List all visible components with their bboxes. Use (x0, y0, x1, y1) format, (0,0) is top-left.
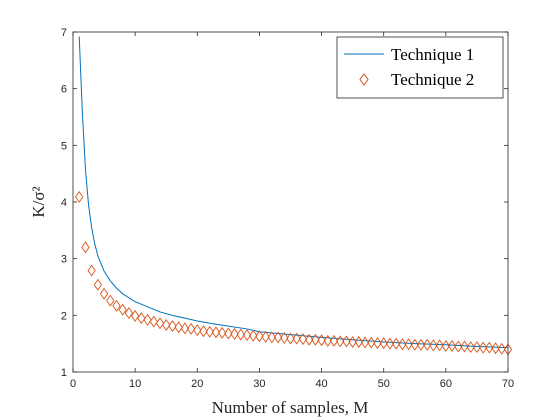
data-point-technique-2 (304, 333, 314, 346)
data-point-technique-2 (354, 335, 364, 348)
data-point-technique-2 (367, 336, 376, 349)
data-point-technique-2 (255, 330, 264, 343)
data-point-technique-2 (404, 338, 413, 351)
data-point-technique-2 (497, 342, 506, 355)
data-point-technique-2 (373, 337, 382, 350)
data-point-technique-2 (447, 339, 457, 352)
data-point-technique-2 (323, 334, 332, 347)
data-point-technique-2 (491, 342, 500, 355)
y-tick-label: 1 (61, 367, 67, 379)
y-tick-label: 7 (61, 27, 67, 39)
x-tick-label: 50 (378, 378, 390, 390)
ticks-layer: 0 10 20 30 40 50 60 70 1 2 3 4 5 6 7 (61, 27, 514, 390)
legend: Technique 1 Technique 2 (336, 36, 504, 99)
data-point-technique-2 (379, 337, 388, 350)
data-point-technique-2 (391, 337, 401, 350)
data-point-technique-2 (267, 331, 277, 344)
data-point-technique-2 (398, 338, 407, 351)
data-point-technique-2 (329, 334, 339, 347)
y-tick-label: 3 (61, 254, 67, 266)
x-tick-label: 60 (440, 378, 452, 390)
legend-label-technique-1: Technique 1 (391, 45, 474, 64)
data-point-technique-2 (360, 336, 370, 349)
data-point-technique-2 (478, 341, 488, 354)
data-point-technique-2 (93, 278, 103, 291)
data-point-technique-2 (466, 341, 475, 354)
data-point-technique-2 (460, 340, 469, 353)
data-point-technique-2 (292, 332, 301, 345)
data-point-technique-2 (336, 335, 345, 348)
data-point-technique-2 (429, 339, 438, 352)
data-point-technique-2 (311, 333, 320, 346)
data-point-technique-2 (385, 337, 395, 350)
data-point-technique-2 (193, 324, 202, 337)
x-tick-label: 70 (502, 378, 514, 390)
y-axis-label: K/σ² (29, 186, 48, 217)
y-tick-label: 2 (61, 310, 67, 322)
data-point-technique-2 (155, 317, 165, 330)
data-point-technique-2 (211, 326, 221, 339)
data-point-technique-2 (230, 328, 239, 341)
data-point-technique-2 (242, 329, 252, 342)
data-point-technique-2 (81, 241, 90, 254)
legend-marker-technique-2 (359, 73, 369, 86)
legend-label-technique-2: Technique 2 (391, 70, 474, 89)
data-point-technique-2 (224, 327, 233, 340)
data-point-technique-2 (261, 330, 270, 343)
data-point-technique-2 (441, 339, 451, 352)
data-point-technique-2 (143, 313, 152, 326)
data-point-technique-2 (472, 341, 482, 354)
data-point-technique-2 (174, 321, 183, 334)
data-point-technique-2 (236, 328, 245, 341)
data-point-technique-2 (454, 340, 463, 353)
x-tick-label: 40 (315, 378, 327, 390)
data-point-technique-2 (280, 332, 289, 344)
data-point-technique-2 (485, 341, 494, 354)
data-point-technique-2 (317, 334, 326, 347)
series-line-technique-1 (78, 36, 509, 349)
x-tick-label: 30 (253, 378, 265, 390)
data-point-technique-2 (423, 338, 432, 351)
y-tick-label: 5 (61, 140, 67, 152)
data-point-technique-2 (249, 329, 258, 342)
data-point-technique-2 (348, 335, 357, 348)
data-point-technique-2 (75, 190, 84, 203)
data-point-technique-2 (112, 299, 121, 312)
data-point-technique-2 (273, 331, 283, 344)
data-point-technique-2 (186, 322, 196, 335)
data-point-technique-2 (410, 338, 419, 351)
data-point-technique-2 (87, 264, 96, 277)
data-point-technique-2 (106, 294, 115, 307)
data-point-technique-2 (130, 309, 140, 322)
y-tick-label: 4 (61, 197, 67, 209)
x-tick-label: 0 (70, 378, 76, 390)
data-point-technique-2 (298, 333, 308, 346)
data-point-technique-2 (205, 325, 214, 338)
data-point-technique-2 (199, 325, 208, 338)
data-point-technique-2 (137, 312, 146, 325)
data-point-technique-2 (217, 326, 227, 339)
data-point-technique-2 (435, 339, 444, 352)
data-point-technique-2 (168, 320, 177, 333)
x-tick-label: 20 (191, 378, 203, 390)
data-point-technique-2 (342, 335, 351, 348)
y-tick-label: 6 (61, 84, 67, 96)
data-point-technique-2 (286, 332, 295, 345)
data-point-technique-2 (162, 318, 171, 331)
series-layer (75, 36, 513, 356)
x-axis-label: Number of samples, M (212, 398, 369, 417)
data-point-technique-2 (124, 307, 134, 320)
data-point-technique-2 (149, 315, 158, 328)
x-tick-label: 10 (129, 378, 141, 390)
data-point-technique-2 (180, 322, 190, 335)
data-point-technique-2 (118, 303, 127, 316)
data-point-technique-2 (99, 287, 109, 300)
legend-box (336, 36, 504, 99)
data-point-technique-2 (416, 338, 426, 351)
